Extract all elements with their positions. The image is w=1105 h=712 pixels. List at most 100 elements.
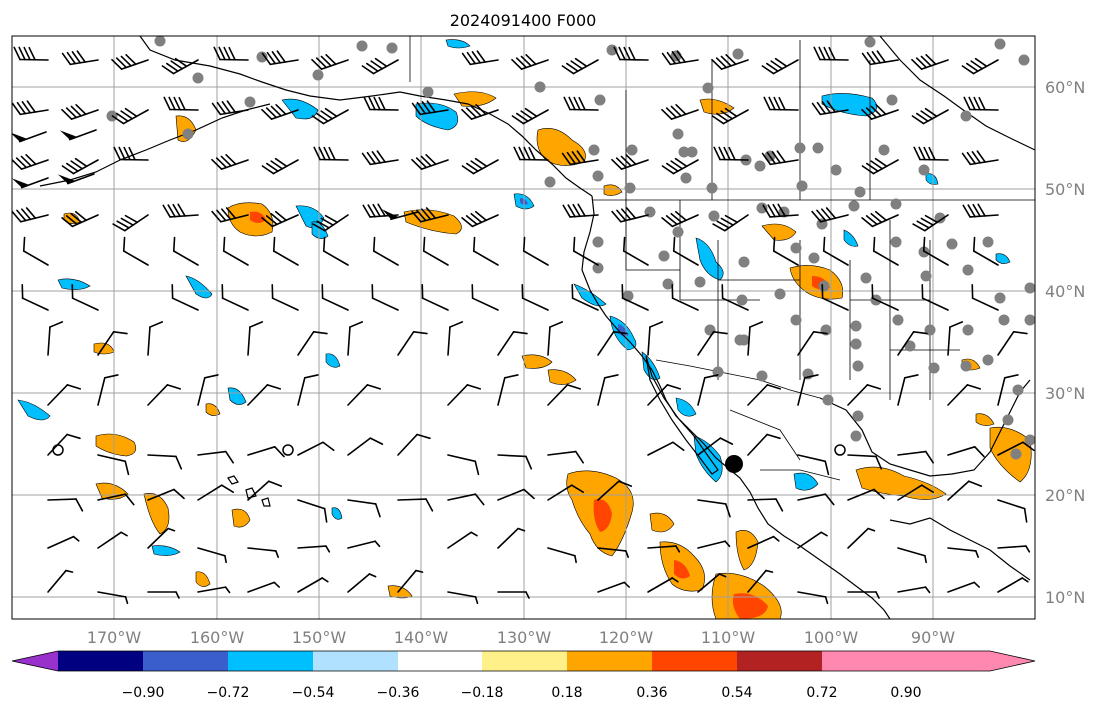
station-marker xyxy=(1012,384,1024,396)
wind-barb xyxy=(447,384,482,406)
positive-anomaly-patch xyxy=(699,98,735,115)
figure-title: 2024091400 F000 xyxy=(450,11,597,30)
wind-barb xyxy=(21,283,49,311)
wind-barb xyxy=(947,446,985,458)
wind-barb xyxy=(47,321,64,356)
wind-barb xyxy=(13,46,49,61)
wind-barb xyxy=(297,545,331,553)
wind-barb xyxy=(897,484,934,501)
lat-label: 60°N xyxy=(1045,78,1085,97)
station-marker xyxy=(854,186,866,198)
station-marker xyxy=(920,270,932,282)
longitude-labels: 170°W 160°W 150°W 140°W 130°W 120°W 110°… xyxy=(87,628,955,647)
map-frame xyxy=(11,35,1036,620)
wind-barb xyxy=(747,569,774,593)
wind-barb xyxy=(147,384,182,406)
colorbar-segment xyxy=(398,651,482,671)
negative-anomaly-patch xyxy=(995,253,1011,264)
wind-barb xyxy=(247,321,264,356)
station-marker xyxy=(790,314,802,326)
station-marker xyxy=(864,36,876,48)
station-marker xyxy=(672,226,684,238)
station-marker xyxy=(1010,448,1022,460)
negative-anomaly-patch xyxy=(17,399,51,421)
positive-anomaly-core xyxy=(674,560,690,579)
wind-barb xyxy=(621,283,649,311)
wind-barb xyxy=(647,577,679,593)
central-america-coast xyxy=(889,517,1031,581)
colorbar-tick-label: −0.36 xyxy=(377,685,420,701)
wind-barb xyxy=(61,157,99,175)
station-marker xyxy=(830,164,842,176)
wind-barb xyxy=(12,207,49,223)
wind-barb xyxy=(247,480,283,501)
station-markers xyxy=(106,36,1035,460)
station-marker xyxy=(672,128,684,140)
station-marker xyxy=(312,69,324,81)
lon-label: 100°W xyxy=(804,628,859,647)
negative-anomaly-patch xyxy=(843,229,859,247)
station-marker xyxy=(904,340,916,352)
storm-center-marker xyxy=(725,455,743,473)
wind-barb xyxy=(147,591,180,599)
station-marker xyxy=(386,42,398,54)
wind-barb xyxy=(997,577,1029,593)
wind-barb xyxy=(321,283,349,311)
wind-barb xyxy=(271,283,299,311)
positive-anomaly-patch xyxy=(649,512,675,533)
station-marker xyxy=(662,278,674,290)
wind-barb xyxy=(821,283,849,311)
station-marker xyxy=(808,252,820,264)
station-marker xyxy=(850,430,862,442)
wind-barb xyxy=(962,203,999,218)
positive-anomaly-patch xyxy=(603,184,623,196)
wind-barb xyxy=(222,236,249,266)
wind-barb xyxy=(897,586,931,594)
wind-barb xyxy=(547,450,585,464)
wind-barb xyxy=(697,374,719,406)
wind-barb xyxy=(622,236,649,266)
station-marker xyxy=(732,48,744,60)
wind-barb xyxy=(47,569,74,593)
wind-barb xyxy=(947,384,982,406)
colorbar-tick-label: 0.54 xyxy=(721,685,752,701)
wind-barb xyxy=(913,146,949,161)
wind-barb xyxy=(322,236,349,266)
wind-barb xyxy=(162,203,199,218)
wind-barb xyxy=(461,50,499,66)
wind-barb xyxy=(747,433,781,456)
wind-barb xyxy=(147,488,185,501)
wind-barb xyxy=(347,384,382,406)
wind-barb xyxy=(211,100,249,116)
station-marker xyxy=(754,160,766,172)
wind-barb xyxy=(361,57,399,75)
negative-anomaly-patch xyxy=(693,435,723,483)
wind-barb xyxy=(897,330,928,356)
wind-barb xyxy=(747,535,780,549)
wind-barb xyxy=(122,236,149,266)
station-marker xyxy=(592,170,604,182)
wind-barb xyxy=(397,569,424,593)
wind-barb xyxy=(861,157,899,175)
wind-barb xyxy=(672,236,699,266)
wind-barb xyxy=(647,384,682,406)
wind-barb xyxy=(411,100,449,116)
positive-anomaly-patch xyxy=(453,91,497,107)
colorbar-segment xyxy=(313,651,398,671)
station-marker xyxy=(994,38,1006,50)
station-marker xyxy=(734,334,746,346)
colorbar-tick-label: −0.72 xyxy=(207,685,250,701)
wind-barb xyxy=(697,499,731,518)
station-marker xyxy=(982,236,994,248)
mexico-state-borders xyxy=(729,409,841,481)
wind-barb xyxy=(822,236,849,266)
station-marker xyxy=(850,320,862,332)
colorbar-segment xyxy=(482,651,567,671)
wind-barb xyxy=(171,283,199,311)
positive-anomaly-core xyxy=(593,499,612,532)
wind-barb xyxy=(571,283,599,311)
colorbar-segment xyxy=(228,651,313,671)
wind-barb-flag xyxy=(382,209,419,221)
station-marker xyxy=(928,362,940,374)
wind-barb xyxy=(12,154,49,170)
